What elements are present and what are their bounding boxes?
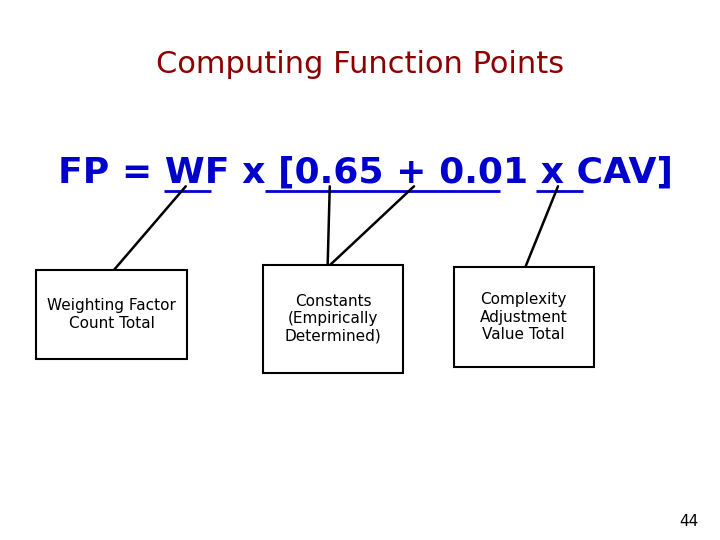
Text: Complexity
Adjustment
Value Total: Complexity Adjustment Value Total (480, 292, 567, 342)
Text: Computing Function Points: Computing Function Points (156, 50, 564, 79)
Text: Constants
(Empirically
Determined): Constants (Empirically Determined) (284, 294, 382, 343)
FancyBboxPatch shape (263, 265, 403, 373)
FancyBboxPatch shape (36, 270, 187, 359)
Text: FP = WF x [0.65 + 0.01 x CAV]: FP = WF x [0.65 + 0.01 x CAV] (58, 156, 672, 190)
Text: 44: 44 (679, 514, 698, 529)
Text: Weighting Factor
Count Total: Weighting Factor Count Total (48, 298, 176, 330)
FancyBboxPatch shape (454, 267, 594, 367)
